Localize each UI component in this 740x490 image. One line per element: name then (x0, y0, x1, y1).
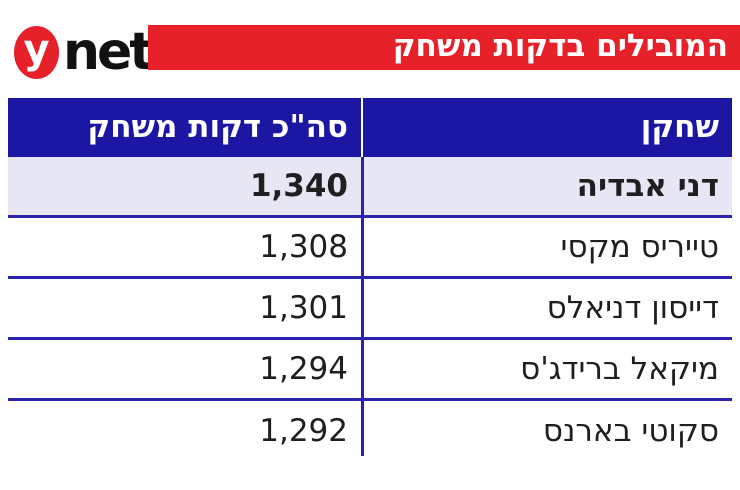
minutes-cell: 1,301 (259, 289, 348, 326)
minutes-cell: 1,340 (249, 167, 348, 204)
player-cell: סקוטי בארנס (542, 413, 719, 449)
player-cell: דני אבדיה (576, 167, 719, 204)
player-cell: דייסון דניאלס (546, 289, 719, 326)
logo-y-glyph: y (23, 27, 50, 73)
ynet-logo: y net (14, 22, 154, 82)
table-row: סקוטי בארנס 1,292 (8, 401, 732, 462)
title-banner: המובילים בדקות משחק (148, 25, 740, 70)
table-row: מיקאל ברידג'ס 1,294 (8, 340, 732, 401)
minutes-cell: 1,292 (259, 413, 348, 449)
player-cell: מיקאל ברידג'ס (520, 350, 719, 387)
ynet-logo-circle-icon: y (14, 25, 59, 79)
minutes-cell: 1,308 (259, 228, 348, 265)
leaders-table: שחקן סה"כ דקות משחק דני אבדיה 1,340 טייר… (8, 98, 732, 462)
column-header-player: שחקן (640, 109, 719, 145)
table-row: טייריס מקסי 1,308 (8, 218, 732, 279)
body-column-divider (361, 157, 364, 456)
table-row: דייסון דניאלס 1,301 (8, 279, 732, 340)
player-cell: טייריס מקסי (560, 228, 719, 265)
logo-net-text: net (63, 22, 154, 82)
minutes-cell: 1,294 (259, 350, 348, 387)
page-title: המובילים בדקות משחק (392, 28, 728, 64)
column-header-minutes: סה"כ דקות משחק (87, 109, 348, 145)
table-header-row: שחקן סה"כ דקות משחק (8, 98, 732, 157)
table-body: דני אבדיה 1,340 טייריס מקסי 1,308 דייסון… (8, 157, 732, 462)
table-row: דני אבדיה 1,340 (8, 157, 732, 218)
header-column-divider (361, 98, 363, 157)
